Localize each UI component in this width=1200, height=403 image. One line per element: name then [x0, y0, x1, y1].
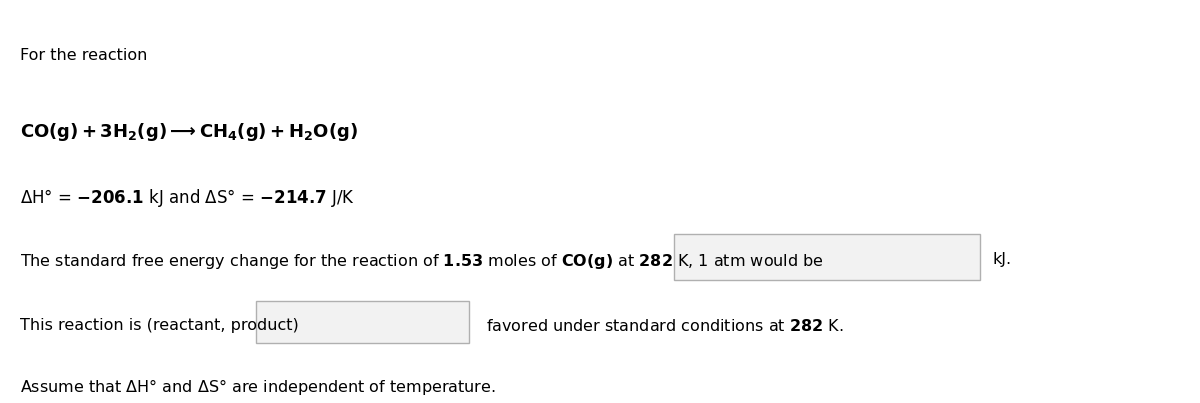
Text: Assume that $\Delta$H° and $\Delta$S° are independent of temperature.: Assume that $\Delta$H° and $\Delta$S° ar… [20, 377, 496, 397]
Text: favored under standard conditions at $\bf{282}$ K.: favored under standard conditions at $\b… [486, 318, 844, 334]
Text: $\bf{CO(g) + 3H_2(g){\longrightarrow}CH_4(g) + H_2O(g)}$: $\bf{CO(g) + 3H_2(g){\longrightarrow}CH_… [20, 121, 359, 143]
FancyBboxPatch shape [674, 234, 980, 280]
Text: kJ.: kJ. [992, 252, 1012, 267]
Text: For the reaction: For the reaction [20, 48, 148, 63]
FancyBboxPatch shape [256, 301, 469, 343]
Text: This reaction is (reactant, product): This reaction is (reactant, product) [20, 318, 299, 333]
Text: $\Delta$H° = $\bf{-206.1}$ kJ and $\Delta$S° = $\bf{-214.7}$ J/K: $\Delta$H° = $\bf{-206.1}$ kJ and $\Delt… [20, 187, 355, 210]
Text: The standard free energy change for the reaction of $\bf{1.53}$ moles of $\bf{CO: The standard free energy change for the … [20, 252, 824, 271]
